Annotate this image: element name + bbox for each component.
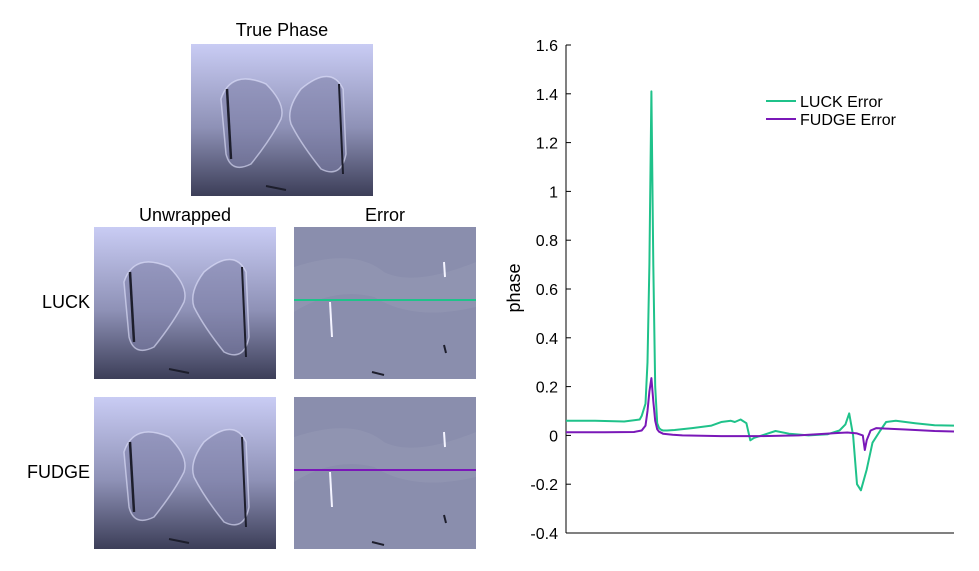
chart-series [566, 90, 955, 492]
unwrapped-title: Unwrapped [138, 205, 232, 225]
fudge-error-image [294, 397, 476, 549]
true-phase-title: True Phase [235, 20, 329, 40]
y-tick-label: 1 [549, 184, 558, 201]
row-label-fudge: FUDGE [27, 462, 90, 482]
y-tick-label: 0.2 [536, 380, 558, 397]
y-tick-label: 1.2 [536, 136, 558, 153]
fudge-unwrapped-image [94, 397, 276, 549]
y-tick-label: 0.6 [536, 282, 558, 299]
error-title: Error [365, 205, 405, 225]
true-phase-image [191, 44, 373, 196]
y-tick-label: -0.2 [530, 477, 558, 494]
row-label-luck: LUCK [41, 292, 90, 312]
error-profile-chart: -0.4 -0.2 0 0.2 0.4 0.6 0.8 1 1.2 1.4 1.6 LUCK Err… [504, 38, 955, 543]
y-tick-label: 0.8 [536, 233, 558, 250]
y-tick-label: 0 [549, 428, 558, 445]
y-tick-label: -0.4 [530, 526, 558, 543]
y-axis-label: phase [504, 263, 524, 312]
legend-label: LUCK Error [800, 94, 883, 111]
luck-error-image [294, 227, 476, 379]
fudge-error-line [566, 377, 955, 451]
y-tick-label: 1.6 [536, 38, 558, 55]
y-tick-label: 1.4 [536, 87, 558, 104]
luck-unwrapped-image [94, 227, 276, 379]
luck-error-line [566, 90, 955, 492]
y-tick-label: 0.4 [536, 331, 558, 348]
legend-label: FUDGE Error [800, 112, 897, 129]
y-ticks: -0.4 -0.2 0 0.2 0.4 0.6 0.8 1 1.2 1.4 1.6 [530, 38, 571, 543]
